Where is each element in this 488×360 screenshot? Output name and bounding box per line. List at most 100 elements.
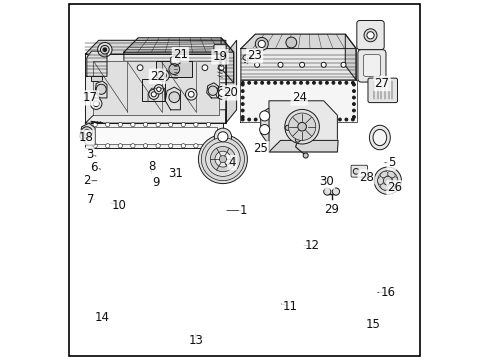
Circle shape: [323, 188, 330, 195]
Text: 27: 27: [374, 77, 389, 90]
Polygon shape: [95, 81, 107, 98]
Circle shape: [352, 90, 355, 93]
Circle shape: [285, 37, 296, 48]
Polygon shape: [123, 38, 233, 52]
Circle shape: [288, 113, 315, 140]
Circle shape: [285, 125, 289, 130]
Polygon shape: [93, 61, 219, 115]
Circle shape: [193, 144, 198, 148]
Polygon shape: [260, 108, 268, 141]
Ellipse shape: [387, 184, 394, 190]
Circle shape: [168, 64, 179, 75]
Polygon shape: [80, 123, 95, 145]
Text: 24: 24: [291, 91, 306, 104]
Circle shape: [168, 92, 179, 103]
Circle shape: [218, 132, 227, 142]
Circle shape: [159, 65, 164, 71]
Circle shape: [318, 81, 321, 84]
Circle shape: [219, 156, 226, 163]
Circle shape: [156, 144, 160, 148]
Circle shape: [156, 87, 161, 91]
Circle shape: [295, 137, 300, 142]
Circle shape: [118, 122, 122, 127]
Circle shape: [143, 122, 147, 127]
Text: 26: 26: [386, 181, 402, 194]
Circle shape: [193, 122, 198, 127]
Circle shape: [241, 83, 244, 86]
Text: 21: 21: [173, 48, 187, 61]
Circle shape: [215, 151, 230, 167]
Circle shape: [312, 118, 315, 121]
Circle shape: [130, 122, 135, 127]
Text: 19: 19: [212, 50, 227, 63]
Polygon shape: [345, 34, 355, 80]
Text: 10: 10: [112, 199, 126, 212]
Circle shape: [332, 188, 339, 195]
Text: 11: 11: [283, 300, 298, 313]
Circle shape: [241, 96, 244, 99]
Circle shape: [214, 128, 231, 145]
Polygon shape: [85, 123, 223, 148]
Polygon shape: [123, 52, 233, 83]
Text: 14: 14: [95, 311, 110, 324]
Circle shape: [247, 118, 250, 121]
Circle shape: [255, 37, 268, 50]
Ellipse shape: [368, 125, 389, 150]
Circle shape: [277, 62, 283, 67]
Circle shape: [206, 122, 210, 127]
Text: 23: 23: [246, 49, 262, 62]
Polygon shape: [268, 140, 337, 152]
Circle shape: [273, 81, 276, 84]
Circle shape: [137, 65, 142, 71]
Ellipse shape: [377, 177, 383, 185]
Circle shape: [218, 89, 225, 96]
Polygon shape: [165, 87, 180, 110]
Text: 3: 3: [86, 148, 93, 161]
Text: 20: 20: [223, 86, 238, 99]
FancyBboxPatch shape: [357, 50, 385, 82]
Circle shape: [266, 81, 269, 84]
Circle shape: [299, 62, 304, 67]
Circle shape: [241, 109, 244, 112]
Polygon shape: [241, 34, 355, 80]
Circle shape: [218, 65, 224, 71]
Circle shape: [352, 96, 355, 99]
Polygon shape: [85, 54, 225, 123]
Circle shape: [325, 81, 328, 84]
Bar: [156, 61, 192, 77]
Polygon shape: [240, 80, 356, 122]
Polygon shape: [225, 40, 236, 123]
Circle shape: [331, 81, 334, 84]
Circle shape: [254, 118, 257, 121]
Text: 25: 25: [253, 142, 267, 155]
Circle shape: [103, 48, 106, 51]
Circle shape: [101, 45, 109, 54]
Text: 30: 30: [319, 175, 333, 188]
FancyBboxPatch shape: [213, 45, 225, 53]
Circle shape: [318, 118, 321, 121]
Text: 12: 12: [304, 239, 319, 252]
Circle shape: [305, 118, 308, 121]
Circle shape: [160, 73, 166, 78]
Text: 18: 18: [79, 131, 93, 144]
Text: 7: 7: [86, 193, 94, 206]
Text: 31: 31: [167, 167, 183, 180]
Polygon shape: [87, 51, 107, 76]
FancyBboxPatch shape: [350, 165, 367, 177]
Ellipse shape: [372, 130, 386, 145]
Circle shape: [241, 118, 244, 121]
Ellipse shape: [380, 184, 387, 190]
Circle shape: [105, 122, 110, 127]
Circle shape: [312, 81, 315, 84]
Bar: [142, 79, 165, 101]
Text: 1: 1: [240, 204, 247, 217]
Circle shape: [344, 118, 347, 121]
Circle shape: [351, 81, 354, 84]
Text: 17: 17: [83, 91, 98, 104]
Circle shape: [284, 109, 319, 144]
Circle shape: [299, 81, 302, 84]
Circle shape: [241, 90, 244, 93]
Text: 6: 6: [90, 161, 98, 174]
Circle shape: [168, 122, 172, 127]
Circle shape: [84, 130, 89, 135]
